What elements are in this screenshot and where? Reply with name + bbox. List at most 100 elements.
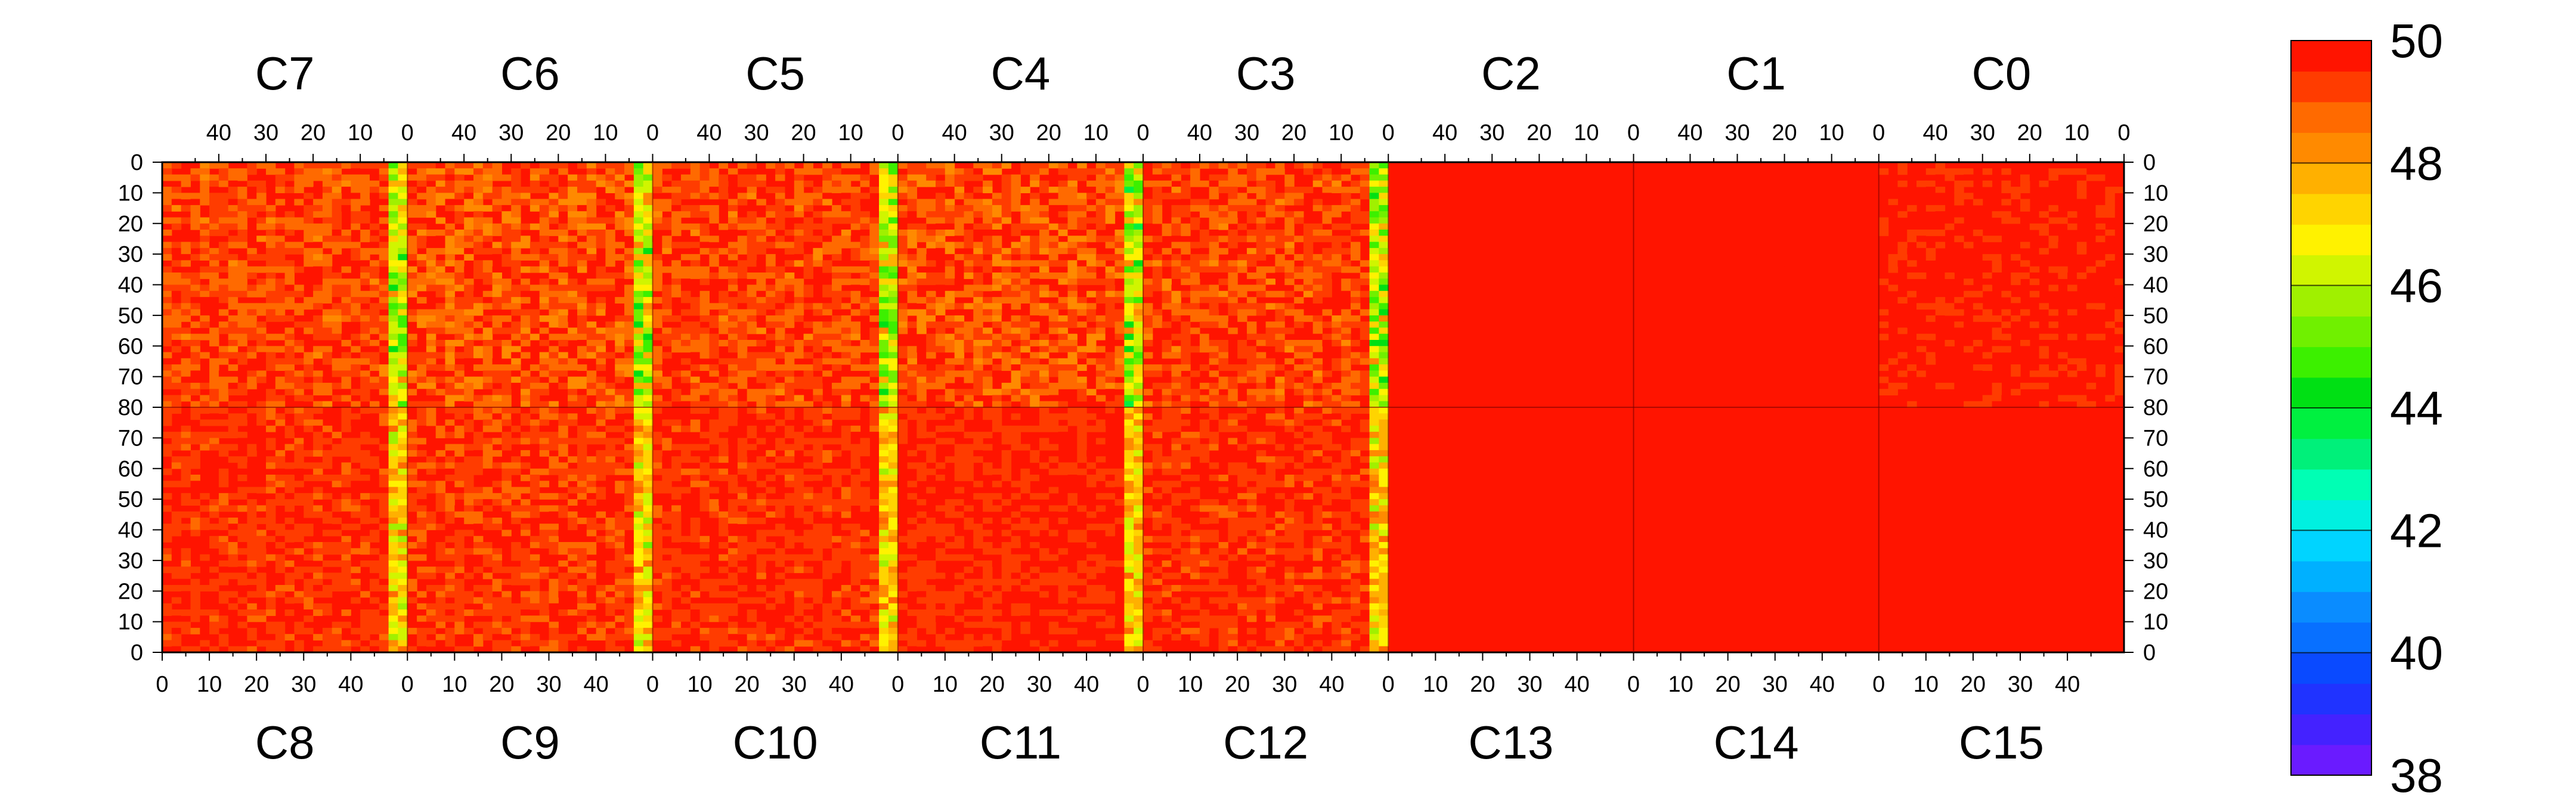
heatmap-cell bbox=[181, 303, 191, 310]
heatmap-cell bbox=[2114, 389, 2125, 396]
heatmap-cell bbox=[671, 395, 682, 402]
heatmap-cell bbox=[1086, 230, 1097, 236]
heatmap-cell bbox=[492, 193, 502, 200]
heatmap-cell bbox=[822, 247, 832, 255]
heatmap-cell bbox=[662, 290, 672, 298]
heatmap-cell bbox=[454, 278, 465, 286]
heatmap-cell bbox=[1341, 290, 1351, 298]
heatmap-cell bbox=[690, 242, 701, 249]
heatmap-cell bbox=[2067, 284, 2077, 292]
heatmap-cell bbox=[1256, 370, 1267, 377]
heatmap-cell bbox=[2039, 370, 2049, 377]
heatmap-cell bbox=[1134, 223, 1144, 230]
heatmap-cell bbox=[1351, 370, 1361, 377]
heatmap-cell bbox=[1058, 168, 1068, 175]
heatmap-cell bbox=[1143, 327, 1153, 335]
heatmap-cell bbox=[275, 364, 286, 371]
heatmap-cell bbox=[379, 303, 389, 310]
heatmap-cell bbox=[747, 193, 757, 200]
heatmap-cell bbox=[1105, 297, 1116, 304]
heatmap-cell bbox=[1303, 290, 1314, 298]
heatmap-cell bbox=[511, 364, 521, 371]
heatmap-cell bbox=[332, 284, 342, 292]
heatmap-cell bbox=[464, 284, 474, 292]
heatmap-cell bbox=[482, 278, 493, 286]
heatmap-cell bbox=[1633, 376, 1643, 383]
heatmap-cell bbox=[1577, 223, 1587, 230]
heatmap-cell bbox=[228, 180, 239, 187]
heatmap-cell bbox=[266, 444, 276, 451]
heatmap-cell bbox=[294, 162, 304, 169]
heatmap-cell bbox=[879, 340, 889, 346]
heatmap-cell bbox=[492, 376, 502, 383]
heatmap-cell bbox=[181, 481, 191, 488]
heatmap-cell bbox=[417, 180, 427, 187]
heatmap-cell bbox=[1209, 174, 1219, 181]
heatmap-cell bbox=[907, 254, 917, 261]
heatmap-cell bbox=[304, 450, 314, 457]
heatmap-cell bbox=[1916, 273, 1927, 279]
heatmap-cell bbox=[577, 223, 587, 230]
heatmap-cell bbox=[190, 352, 200, 359]
heatmap-cell bbox=[850, 193, 861, 200]
heatmap-cell bbox=[1105, 315, 1116, 322]
heatmap-cell bbox=[568, 370, 578, 377]
heatmap-cell bbox=[719, 382, 729, 389]
heatmap-cell bbox=[558, 230, 568, 236]
heatmap-cell bbox=[322, 382, 333, 389]
heatmap-cell bbox=[728, 364, 738, 371]
heatmap-cell bbox=[162, 640, 172, 647]
heatmap-cell bbox=[1303, 284, 1314, 292]
heatmap-cell bbox=[1181, 199, 1191, 206]
heatmap-cell bbox=[1124, 211, 1134, 218]
heatmap-cell bbox=[1020, 297, 1030, 304]
heatmap-cell bbox=[709, 340, 719, 346]
heatmap-cell bbox=[1105, 389, 1116, 396]
heatmap-cell bbox=[897, 187, 908, 193]
heatmap-cell bbox=[879, 315, 889, 322]
heatmap-cell bbox=[1265, 303, 1275, 310]
heatmap-cell bbox=[756, 352, 766, 359]
heatmap-cell bbox=[1398, 223, 1408, 230]
heatmap-cell bbox=[1067, 205, 1078, 212]
heatmap-cell bbox=[1643, 370, 1653, 377]
heatmap-cell bbox=[1265, 193, 1275, 200]
heatmap-cell bbox=[228, 646, 239, 653]
heatmap-cell bbox=[1067, 284, 1078, 292]
heatmap-cell bbox=[284, 346, 295, 353]
heatmap-cell bbox=[624, 168, 634, 175]
heatmap-cell bbox=[1001, 211, 1012, 218]
heatmap-cell bbox=[897, 193, 908, 200]
heatmap-cell bbox=[964, 199, 974, 206]
heatmap-cell bbox=[775, 205, 785, 212]
heatmap-cell bbox=[294, 603, 304, 610]
heatmap-cell bbox=[888, 284, 899, 292]
heatmap-cell bbox=[558, 260, 568, 267]
heatmap-cell bbox=[662, 389, 672, 396]
heatmap-cell bbox=[530, 401, 540, 408]
heatmap-cell bbox=[1001, 297, 1012, 304]
heatmap-cell bbox=[1086, 303, 1097, 310]
heatmap-cell bbox=[1058, 303, 1068, 310]
heatmap-cell bbox=[794, 346, 804, 353]
heatmap-cell bbox=[407, 247, 417, 255]
heatmap-cell bbox=[1209, 370, 1219, 377]
heatmap-cell bbox=[1209, 309, 1219, 316]
heatmap-cell bbox=[1105, 401, 1116, 408]
heatmap-cell bbox=[1303, 315, 1314, 322]
heatmap-cell bbox=[398, 303, 408, 310]
heatmap-cell bbox=[568, 193, 578, 200]
heatmap-cell bbox=[247, 290, 257, 298]
heatmap-cell bbox=[719, 284, 729, 292]
heatmap-cell bbox=[1134, 242, 1144, 249]
heatmap-cell bbox=[1011, 352, 1021, 359]
heatmap-cell bbox=[926, 352, 936, 359]
heatmap-cell bbox=[1351, 358, 1361, 365]
heatmap-cell bbox=[294, 535, 304, 543]
heatmap-cell bbox=[435, 242, 446, 249]
heatmap-cell bbox=[209, 284, 219, 292]
heatmap-cell bbox=[860, 273, 870, 279]
heatmap-cell bbox=[228, 376, 239, 383]
heatmap-cell bbox=[1162, 364, 1172, 371]
heatmap-cell bbox=[728, 205, 738, 212]
